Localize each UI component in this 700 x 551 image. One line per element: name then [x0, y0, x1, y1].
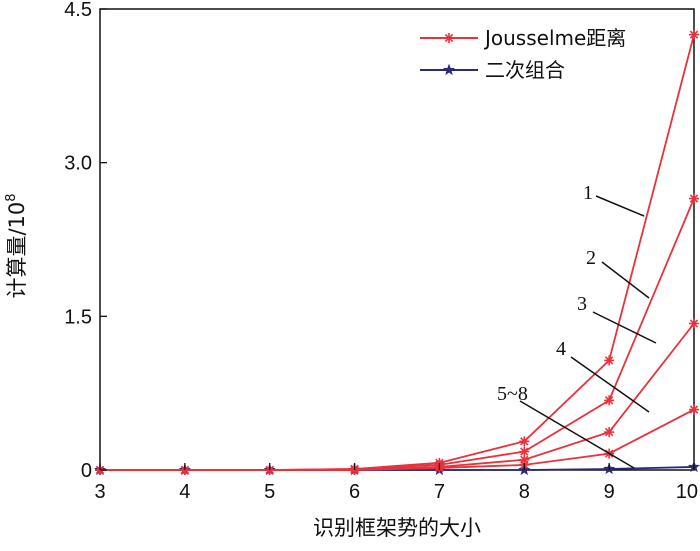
y-tick-label: 0 [81, 460, 92, 482]
data-point-asterisk [434, 457, 445, 468]
y-tick-label: 1.5 [64, 306, 92, 328]
annotation-label-1: 1 [583, 182, 593, 204]
y-axis-title: 计算量/108 [4, 193, 29, 298]
annotation-label-5-8: 5~8 [497, 383, 528, 405]
data-point-asterisk [519, 436, 530, 447]
series-line [100, 322, 695, 471]
data-point-asterisk [519, 454, 530, 465]
series-line [100, 198, 695, 471]
data-point-asterisk [689, 29, 699, 40]
series-curve-1 [95, 29, 699, 475]
legend-label-jousselme: Jousselme距离 [483, 26, 626, 50]
x-tick-label: 10 [676, 481, 698, 503]
y-tick-label: 3.0 [64, 153, 92, 175]
data-point-asterisk [689, 404, 699, 415]
annotation-leader-4 [570, 356, 650, 413]
legend-entry-second-combination: 二次组合 [420, 58, 565, 82]
annotation-leader-1 [595, 195, 645, 217]
data-point-asterisk [604, 427, 615, 438]
legend-star-marker [442, 63, 456, 76]
data-point-asterisk [519, 446, 530, 457]
y-axis-title-exponent: 8 [4, 193, 19, 201]
series-layer [93, 29, 700, 476]
x-axis-title: 识别框架势的大小 [313, 516, 481, 540]
x-tick-label: 3 [94, 481, 105, 503]
legend-entry-jousselme: Jousselme距离 [420, 26, 626, 50]
y-axis-title-main: 计算量/10 [5, 202, 29, 299]
x-tick-label: 4 [179, 481, 190, 503]
legend-box [413, 25, 671, 87]
annotation-leader-2 [601, 261, 650, 299]
axis-ticks: 3 4 5 6 7 8 9 10 0 1.5 3.0 4.5 [64, 0, 698, 503]
annotation-label-3: 3 [577, 293, 587, 315]
x-tick-label: 8 [519, 481, 530, 503]
data-point-asterisk [604, 355, 615, 366]
x-tick-label: 7 [434, 481, 445, 503]
data-point-asterisk [689, 193, 699, 204]
legend-label-second-combination: 二次组合 [485, 58, 565, 82]
legend-asterisk [444, 33, 454, 43]
data-point-asterisk [604, 395, 615, 406]
series-line [100, 408, 695, 471]
x-tick-label: 6 [349, 481, 360, 503]
annotation-label-4: 4 [556, 338, 566, 360]
x-tick-label: 9 [604, 481, 615, 503]
y-tick-label: 4.5 [64, 0, 92, 21]
series-line [100, 34, 695, 471]
annotation-leader-3 [592, 311, 657, 344]
annotation-label-2: 2 [586, 247, 596, 269]
data-point-asterisk [689, 318, 699, 329]
curve-annotations: 1 2 3 4 5~8 [497, 182, 657, 469]
annotation-leader-5-8 [519, 400, 635, 469]
series-curve-4 [95, 404, 699, 475]
x-tick-label: 5 [264, 481, 275, 503]
legend-asterisk-marker [444, 33, 454, 43]
legend-star [442, 63, 456, 76]
